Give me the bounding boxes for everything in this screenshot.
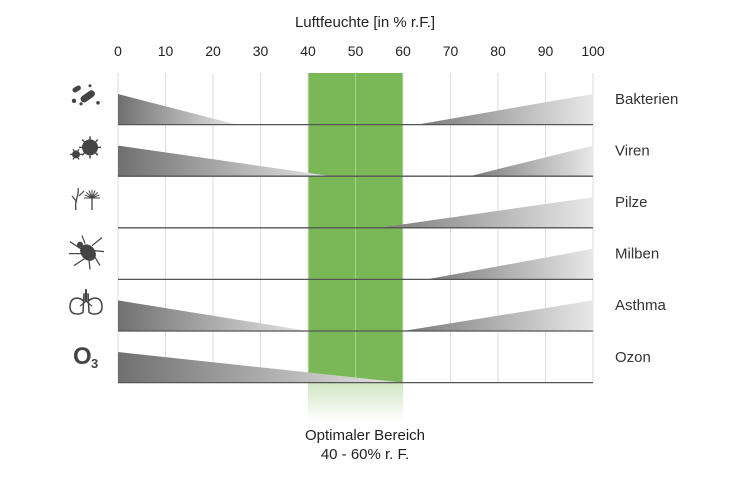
row-label: Milben [615, 246, 659, 263]
optimal-range-value: 40 - 60% r. F. [320, 446, 410, 463]
lungs-icon [69, 289, 103, 315]
row-label: Bakterien [615, 91, 678, 108]
mite-icon [69, 235, 105, 270]
optimal-range-fade [308, 382, 403, 423]
x-tick-label: 60 [395, 43, 411, 59]
x-tick-label: 90 [538, 43, 554, 59]
x-tick-label: 50 [348, 43, 364, 59]
fungi-icon [71, 187, 100, 211]
wedge-left [118, 352, 403, 383]
row-label: Viren [615, 142, 650, 159]
row-label: Ozon [615, 349, 651, 366]
x-tick-label: 70 [443, 43, 459, 59]
row-label: Asthma [615, 297, 667, 314]
virus-icon [70, 136, 101, 160]
x-tick-label: 10 [158, 43, 174, 59]
wedge-left [118, 300, 308, 331]
wedge-left [118, 145, 332, 177]
bacteria-icon [71, 84, 100, 106]
svg-text:3: 3 [91, 356, 98, 371]
x-tick-label: 0 [114, 43, 122, 59]
wedge-right [426, 248, 593, 280]
x-tick-label: 80 [490, 43, 506, 59]
wedge-right [469, 145, 593, 177]
wedge-right [403, 300, 593, 331]
svg-text:O: O [73, 343, 92, 370]
x-tick-label: 30 [253, 43, 269, 59]
x-tick-label: 40 [300, 43, 316, 59]
x-tick-label: 100 [581, 43, 605, 59]
wedge-right [379, 197, 593, 228]
row-label: Pilze [615, 194, 648, 211]
wedge-left [118, 94, 237, 125]
x-axis-title: Luftfeuchte [in % r.F.] [294, 14, 436, 31]
x-tick-label: 20 [205, 43, 221, 59]
wedge-right [417, 94, 593, 125]
optimal-range-label: Optimaler Bereich [304, 427, 426, 444]
